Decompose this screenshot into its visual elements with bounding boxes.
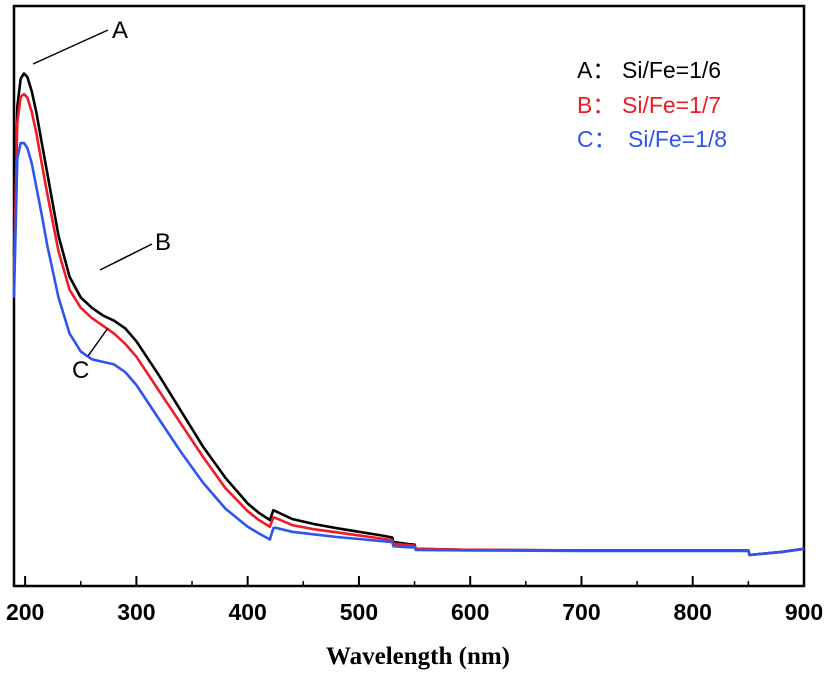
legend-marker-b: B：	[577, 92, 615, 118]
legend-entry-a: A： Si/Fe=1/6	[577, 57, 721, 83]
legend-entry-b: B： Si/Fe=1/7	[577, 92, 721, 118]
x-tick-label-400: 400	[228, 599, 266, 625]
curve-label-b: B	[155, 229, 171, 256]
legend-entry-c: C： Si/Fe=1/8	[577, 126, 727, 152]
x-tick-label-300: 300	[117, 599, 155, 625]
callout-line-a	[32, 29, 109, 65]
legend-marker-c: C：	[577, 126, 617, 152]
x-tick-label-800: 800	[674, 599, 712, 625]
x-axis-title: Wavelength (nm)	[326, 643, 510, 670]
legend-label-a: Si/Fe=1/6	[622, 57, 721, 83]
data-series	[12, 72, 805, 557]
curve-label-a: A	[112, 17, 128, 44]
x-tick-label-200: 200	[6, 599, 44, 625]
x-axis-ticks: 200 300 400 500 600 700 800 900	[6, 576, 823, 625]
curve-label-c: C	[72, 357, 89, 384]
x-tick-label-600: 600	[451, 599, 489, 625]
legend-marker-a: A：	[577, 57, 615, 83]
callout-line-b	[99, 243, 153, 271]
x-tick-label-700: 700	[562, 599, 600, 625]
legend: A： Si/Fe=1/6 B： Si/Fe=1/7 C： Si/Fe=1/8	[577, 57, 727, 152]
x-tick-label-900: 900	[785, 599, 823, 625]
callout-line-c	[87, 327, 109, 357]
x-tick-label-500: 500	[340, 599, 378, 625]
legend-label-b: Si/Fe=1/7	[622, 92, 721, 118]
series-line-c	[12, 141, 805, 557]
series-line-b	[12, 92, 805, 557]
legend-label-c: Si/Fe=1/8	[628, 126, 727, 152]
